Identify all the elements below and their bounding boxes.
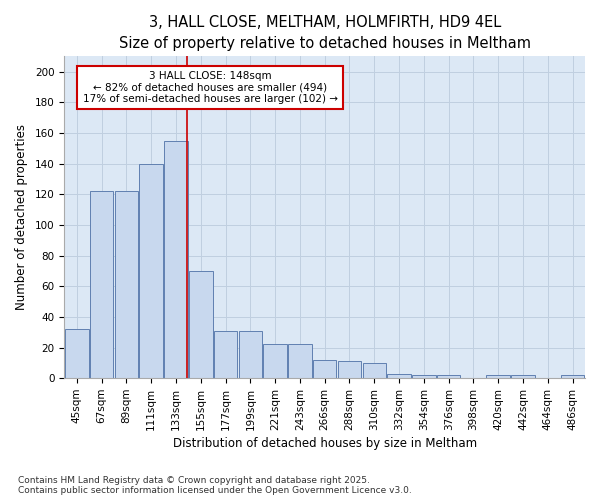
- Bar: [362, 363, 386, 378]
- Bar: [139, 164, 163, 378]
- Bar: [288, 344, 311, 378]
- Bar: [313, 360, 337, 378]
- Bar: [511, 375, 535, 378]
- Bar: [487, 375, 510, 378]
- Bar: [263, 344, 287, 378]
- Bar: [412, 375, 436, 378]
- Bar: [239, 330, 262, 378]
- Bar: [115, 191, 138, 378]
- Y-axis label: Number of detached properties: Number of detached properties: [15, 124, 28, 310]
- Bar: [164, 140, 188, 378]
- Bar: [65, 329, 89, 378]
- Bar: [90, 191, 113, 378]
- Bar: [338, 362, 361, 378]
- Bar: [561, 375, 584, 378]
- Text: 3 HALL CLOSE: 148sqm
← 82% of detached houses are smaller (494)
17% of semi-deta: 3 HALL CLOSE: 148sqm ← 82% of detached h…: [83, 71, 338, 104]
- Bar: [214, 330, 238, 378]
- X-axis label: Distribution of detached houses by size in Meltham: Distribution of detached houses by size …: [173, 437, 477, 450]
- Bar: [189, 271, 212, 378]
- Text: Contains HM Land Registry data © Crown copyright and database right 2025.
Contai: Contains HM Land Registry data © Crown c…: [18, 476, 412, 495]
- Bar: [437, 375, 460, 378]
- Bar: [388, 374, 411, 378]
- Title: 3, HALL CLOSE, MELTHAM, HOLMFIRTH, HD9 4EL
Size of property relative to detached: 3, HALL CLOSE, MELTHAM, HOLMFIRTH, HD9 4…: [119, 15, 531, 51]
